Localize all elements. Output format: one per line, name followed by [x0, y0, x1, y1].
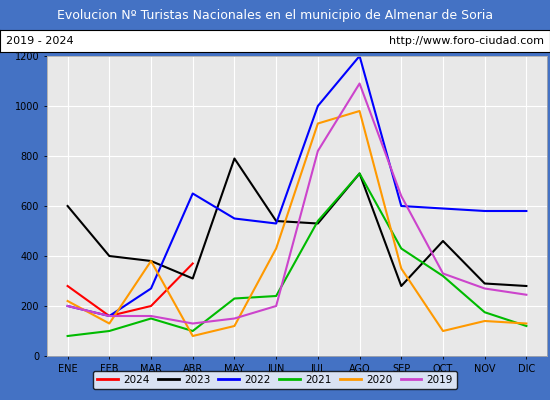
Legend: 2024, 2023, 2022, 2021, 2020, 2019: 2024, 2023, 2022, 2021, 2020, 2019: [93, 371, 457, 389]
Text: 2019 - 2024: 2019 - 2024: [6, 36, 73, 46]
Text: http://www.foro-ciudad.com: http://www.foro-ciudad.com: [389, 36, 544, 46]
Text: Evolucion Nº Turistas Nacionales en el municipio de Almenar de Soria: Evolucion Nº Turistas Nacionales en el m…: [57, 8, 493, 22]
